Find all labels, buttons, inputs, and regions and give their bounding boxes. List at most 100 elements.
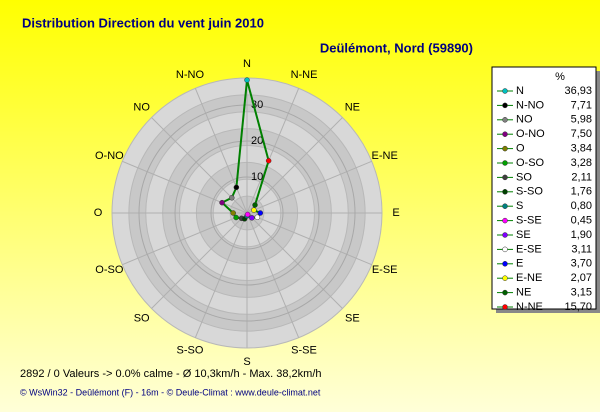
direction-label: S-SE	[291, 345, 317, 357]
legend-label: E-SE	[516, 243, 542, 255]
legend-value: 7,50	[571, 128, 592, 140]
legend-label: S-SO	[516, 186, 543, 198]
legend-marker	[502, 217, 508, 224]
grid-ring	[138, 104, 356, 322]
legend-label: E-NE	[516, 272, 542, 284]
legend-label: S	[516, 200, 523, 212]
point	[244, 211, 251, 218]
direction-label: N-NO	[176, 69, 205, 81]
legend-box	[491, 66, 597, 310]
spoke	[194, 88, 248, 214]
legend-marker	[502, 160, 508, 166]
legend-marker	[502, 275, 508, 281]
legend-marker	[502, 131, 508, 137]
r-tick-label: 10	[251, 171, 263, 183]
direction-label: N-NE	[291, 69, 318, 81]
legend-value: 2,07	[571, 272, 592, 284]
legend-marker	[502, 203, 508, 209]
point	[233, 184, 240, 191]
legend-value: 15,70	[564, 301, 592, 313]
legend-marker	[502, 88, 508, 94]
direction-label: E-NE	[372, 150, 398, 162]
legend-value: 1,76	[571, 186, 592, 198]
spoke	[246, 88, 300, 214]
legend-label: O-NO	[516, 128, 545, 140]
direction-label: NE	[345, 102, 360, 114]
point	[233, 214, 239, 221]
legend-marker	[502, 117, 508, 123]
legend-label: O	[516, 143, 525, 155]
legend-value: 3,84	[571, 143, 592, 155]
legend-marker	[502, 304, 508, 310]
direction-label: O-SO	[95, 264, 124, 276]
footer-stats: 2892 / 0 Valeurs -> 0.0% calme - Ø 10,3k…	[20, 368, 322, 380]
spoke	[246, 212, 343, 309]
direction-label: N	[243, 58, 251, 70]
grid-ring	[210, 176, 284, 250]
legend-marker	[502, 246, 508, 253]
legend-label: SO	[516, 171, 532, 183]
legend-value: 2,11	[571, 171, 592, 183]
legend-label: N-NE	[516, 301, 543, 313]
legend-label: N-NO	[516, 99, 545, 111]
spoke	[246, 212, 372, 266]
legend-marker	[502, 232, 508, 238]
spoke	[246, 212, 300, 338]
spoke	[246, 160, 372, 214]
point	[229, 195, 235, 201]
spoke	[122, 160, 248, 214]
spoke	[122, 212, 248, 266]
point	[265, 158, 272, 164]
legend-value: 5,98	[571, 114, 592, 126]
legend-marker	[502, 289, 508, 296]
legend-value: 3,11	[571, 243, 592, 255]
point	[249, 215, 255, 221]
legend-label: NO	[516, 114, 533, 126]
legend-value: 0,80	[571, 200, 592, 212]
legend-title: %	[555, 71, 565, 83]
legend-label: E	[516, 258, 523, 270]
direction-label: S-SO	[177, 345, 204, 357]
chart-subtitle: Deülémont, Nord (59890)	[320, 40, 473, 55]
legend-label: SE	[516, 229, 531, 241]
r-tick-label: 20	[251, 135, 263, 147]
point	[252, 202, 258, 208]
legend-marker	[502, 102, 508, 109]
point	[230, 210, 236, 216]
legend-value: 3,28	[571, 157, 592, 169]
legend-label: S-SE	[516, 215, 542, 227]
chart-title: Distribution Direction du vent juin 2010	[22, 15, 264, 30]
legend-marker	[502, 189, 508, 195]
point	[219, 199, 225, 206]
legend-marker	[502, 261, 508, 267]
legend-value: 0,45	[571, 215, 592, 227]
legend-marker	[502, 174, 508, 181]
direction-label: NO	[133, 102, 150, 114]
legend-value: 7,71	[571, 99, 592, 111]
legend-value: 3,70	[571, 258, 592, 270]
point	[244, 77, 250, 83]
grid-ring	[174, 140, 320, 286]
footer-credits: © WsWin32 - Deûlémont (F) - 16m - © Deul…	[20, 387, 321, 397]
point	[251, 207, 257, 213]
legend-label: N	[516, 85, 524, 97]
spoke	[194, 212, 248, 338]
direction-label: O-NO	[95, 150, 124, 162]
legend-value: 3,15	[571, 287, 592, 299]
point	[257, 210, 264, 216]
legend-value: 1,90	[571, 229, 592, 241]
point	[254, 214, 261, 221]
direction-label: E	[392, 207, 399, 219]
direction-label: SO	[134, 312, 150, 324]
direction-label: O	[94, 207, 103, 219]
legend-label: O-SO	[516, 157, 545, 169]
legend-value: 36,93	[564, 85, 592, 97]
spoke	[246, 117, 343, 214]
direction-label: S	[243, 356, 250, 368]
direction-label: E-SE	[372, 264, 398, 276]
direction-label: SE	[345, 312, 360, 324]
legend-marker	[502, 145, 508, 152]
legend-label: NE	[516, 287, 531, 299]
spoke	[151, 212, 248, 309]
